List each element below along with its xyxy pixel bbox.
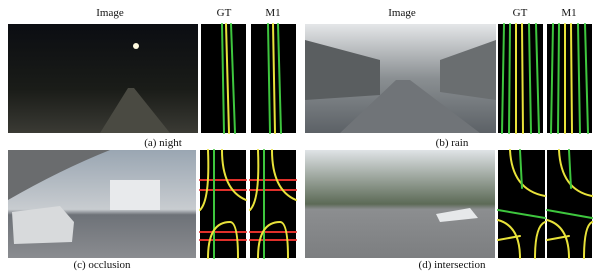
lane-map bbox=[200, 150, 246, 258]
lane-map bbox=[498, 24, 543, 133]
column-header: Image bbox=[96, 7, 124, 19]
photo bbox=[8, 24, 198, 133]
photo bbox=[305, 150, 495, 258]
column-header: GT bbox=[513, 7, 528, 19]
street-light bbox=[133, 43, 139, 49]
caption: (d) intersection bbox=[419, 259, 486, 271]
caption: (a) night bbox=[144, 137, 182, 149]
column-header: GT bbox=[217, 7, 232, 19]
lane-map bbox=[498, 150, 545, 258]
lane-map bbox=[251, 24, 296, 133]
car bbox=[12, 206, 74, 244]
caption: (c) occlusion bbox=[73, 259, 131, 271]
column-header: M1 bbox=[265, 7, 280, 19]
figure: Image GT M1 Image GT M1 (a) night (b) ra… bbox=[0, 0, 594, 272]
lane-map bbox=[201, 24, 246, 133]
caption: (b) rain bbox=[436, 137, 469, 149]
column-header: M1 bbox=[561, 7, 576, 19]
buildings bbox=[110, 180, 160, 210]
lane-map bbox=[250, 150, 296, 258]
lane-map bbox=[547, 24, 592, 133]
lane-map bbox=[547, 150, 592, 258]
column-header: Image bbox=[388, 7, 416, 19]
